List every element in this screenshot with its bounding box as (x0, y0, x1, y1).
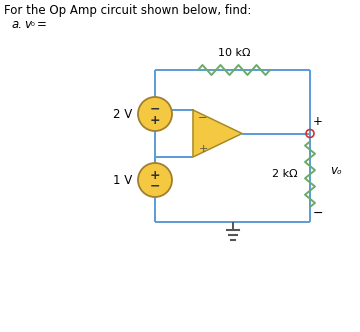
Text: ₀: ₀ (31, 18, 35, 28)
Text: For the Op Amp circuit shown below, find:: For the Op Amp circuit shown below, find… (4, 4, 251, 17)
Text: vₒ: vₒ (330, 164, 342, 177)
Text: −: − (150, 180, 160, 193)
Text: +: + (313, 115, 323, 128)
Text: +: + (198, 144, 208, 154)
Text: 10 kΩ: 10 kΩ (218, 48, 250, 58)
Circle shape (138, 97, 172, 131)
Text: +: + (150, 114, 160, 126)
Text: =: = (37, 18, 47, 31)
Text: +: + (150, 169, 160, 182)
Text: 2 kΩ: 2 kΩ (272, 169, 298, 179)
Text: a.: a. (12, 18, 23, 31)
Text: 2 V: 2 V (113, 108, 132, 121)
Text: 1 V: 1 V (113, 174, 132, 187)
Polygon shape (193, 110, 242, 157)
Text: −: − (198, 113, 208, 123)
Text: v: v (24, 18, 31, 31)
Text: −: − (313, 207, 323, 219)
Circle shape (138, 163, 172, 197)
Text: −: − (150, 103, 160, 116)
